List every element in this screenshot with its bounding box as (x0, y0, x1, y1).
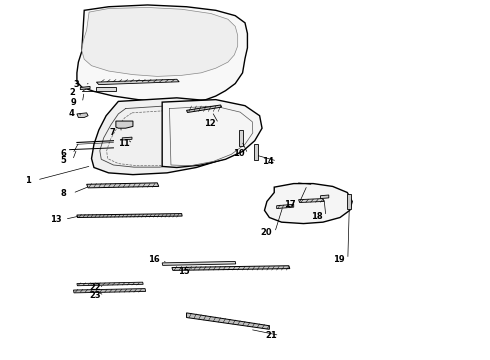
Polygon shape (97, 87, 116, 91)
Polygon shape (74, 289, 146, 293)
Polygon shape (239, 130, 243, 146)
Text: 9: 9 (71, 98, 76, 107)
Polygon shape (97, 79, 179, 85)
Text: 11: 11 (118, 139, 130, 148)
Text: 12: 12 (204, 119, 216, 128)
Polygon shape (77, 213, 182, 217)
Text: 19: 19 (333, 255, 345, 264)
Text: 3: 3 (73, 81, 79, 90)
Text: 21: 21 (265, 331, 277, 340)
Polygon shape (80, 86, 90, 90)
Text: 22: 22 (90, 283, 101, 292)
Polygon shape (77, 5, 247, 102)
Text: 13: 13 (50, 215, 62, 224)
Polygon shape (298, 199, 324, 203)
Polygon shape (82, 8, 238, 76)
Polygon shape (87, 183, 159, 188)
Text: 5: 5 (61, 156, 67, 165)
Text: 23: 23 (90, 291, 101, 300)
Polygon shape (162, 100, 262, 167)
Polygon shape (92, 98, 255, 175)
Text: 20: 20 (260, 228, 272, 237)
Polygon shape (77, 282, 143, 286)
Polygon shape (347, 194, 351, 208)
Polygon shape (77, 113, 88, 117)
Text: 4: 4 (68, 109, 74, 118)
Polygon shape (320, 195, 329, 199)
Polygon shape (187, 105, 221, 112)
Text: 7: 7 (110, 129, 115, 138)
Text: 2: 2 (69, 88, 75, 97)
Text: 15: 15 (178, 267, 190, 276)
Text: 16: 16 (148, 255, 160, 264)
Polygon shape (254, 144, 258, 160)
Text: 17: 17 (284, 200, 295, 209)
Text: 1: 1 (25, 176, 31, 185)
Polygon shape (187, 313, 270, 329)
Text: 8: 8 (61, 189, 67, 198)
Text: 18: 18 (311, 212, 323, 221)
Polygon shape (116, 121, 133, 128)
Text: 6: 6 (61, 149, 67, 158)
Polygon shape (122, 137, 132, 140)
Polygon shape (265, 184, 352, 224)
Polygon shape (162, 261, 236, 265)
Polygon shape (277, 204, 294, 208)
Text: 14: 14 (263, 157, 274, 166)
Text: 10: 10 (233, 149, 245, 158)
Polygon shape (172, 266, 290, 270)
